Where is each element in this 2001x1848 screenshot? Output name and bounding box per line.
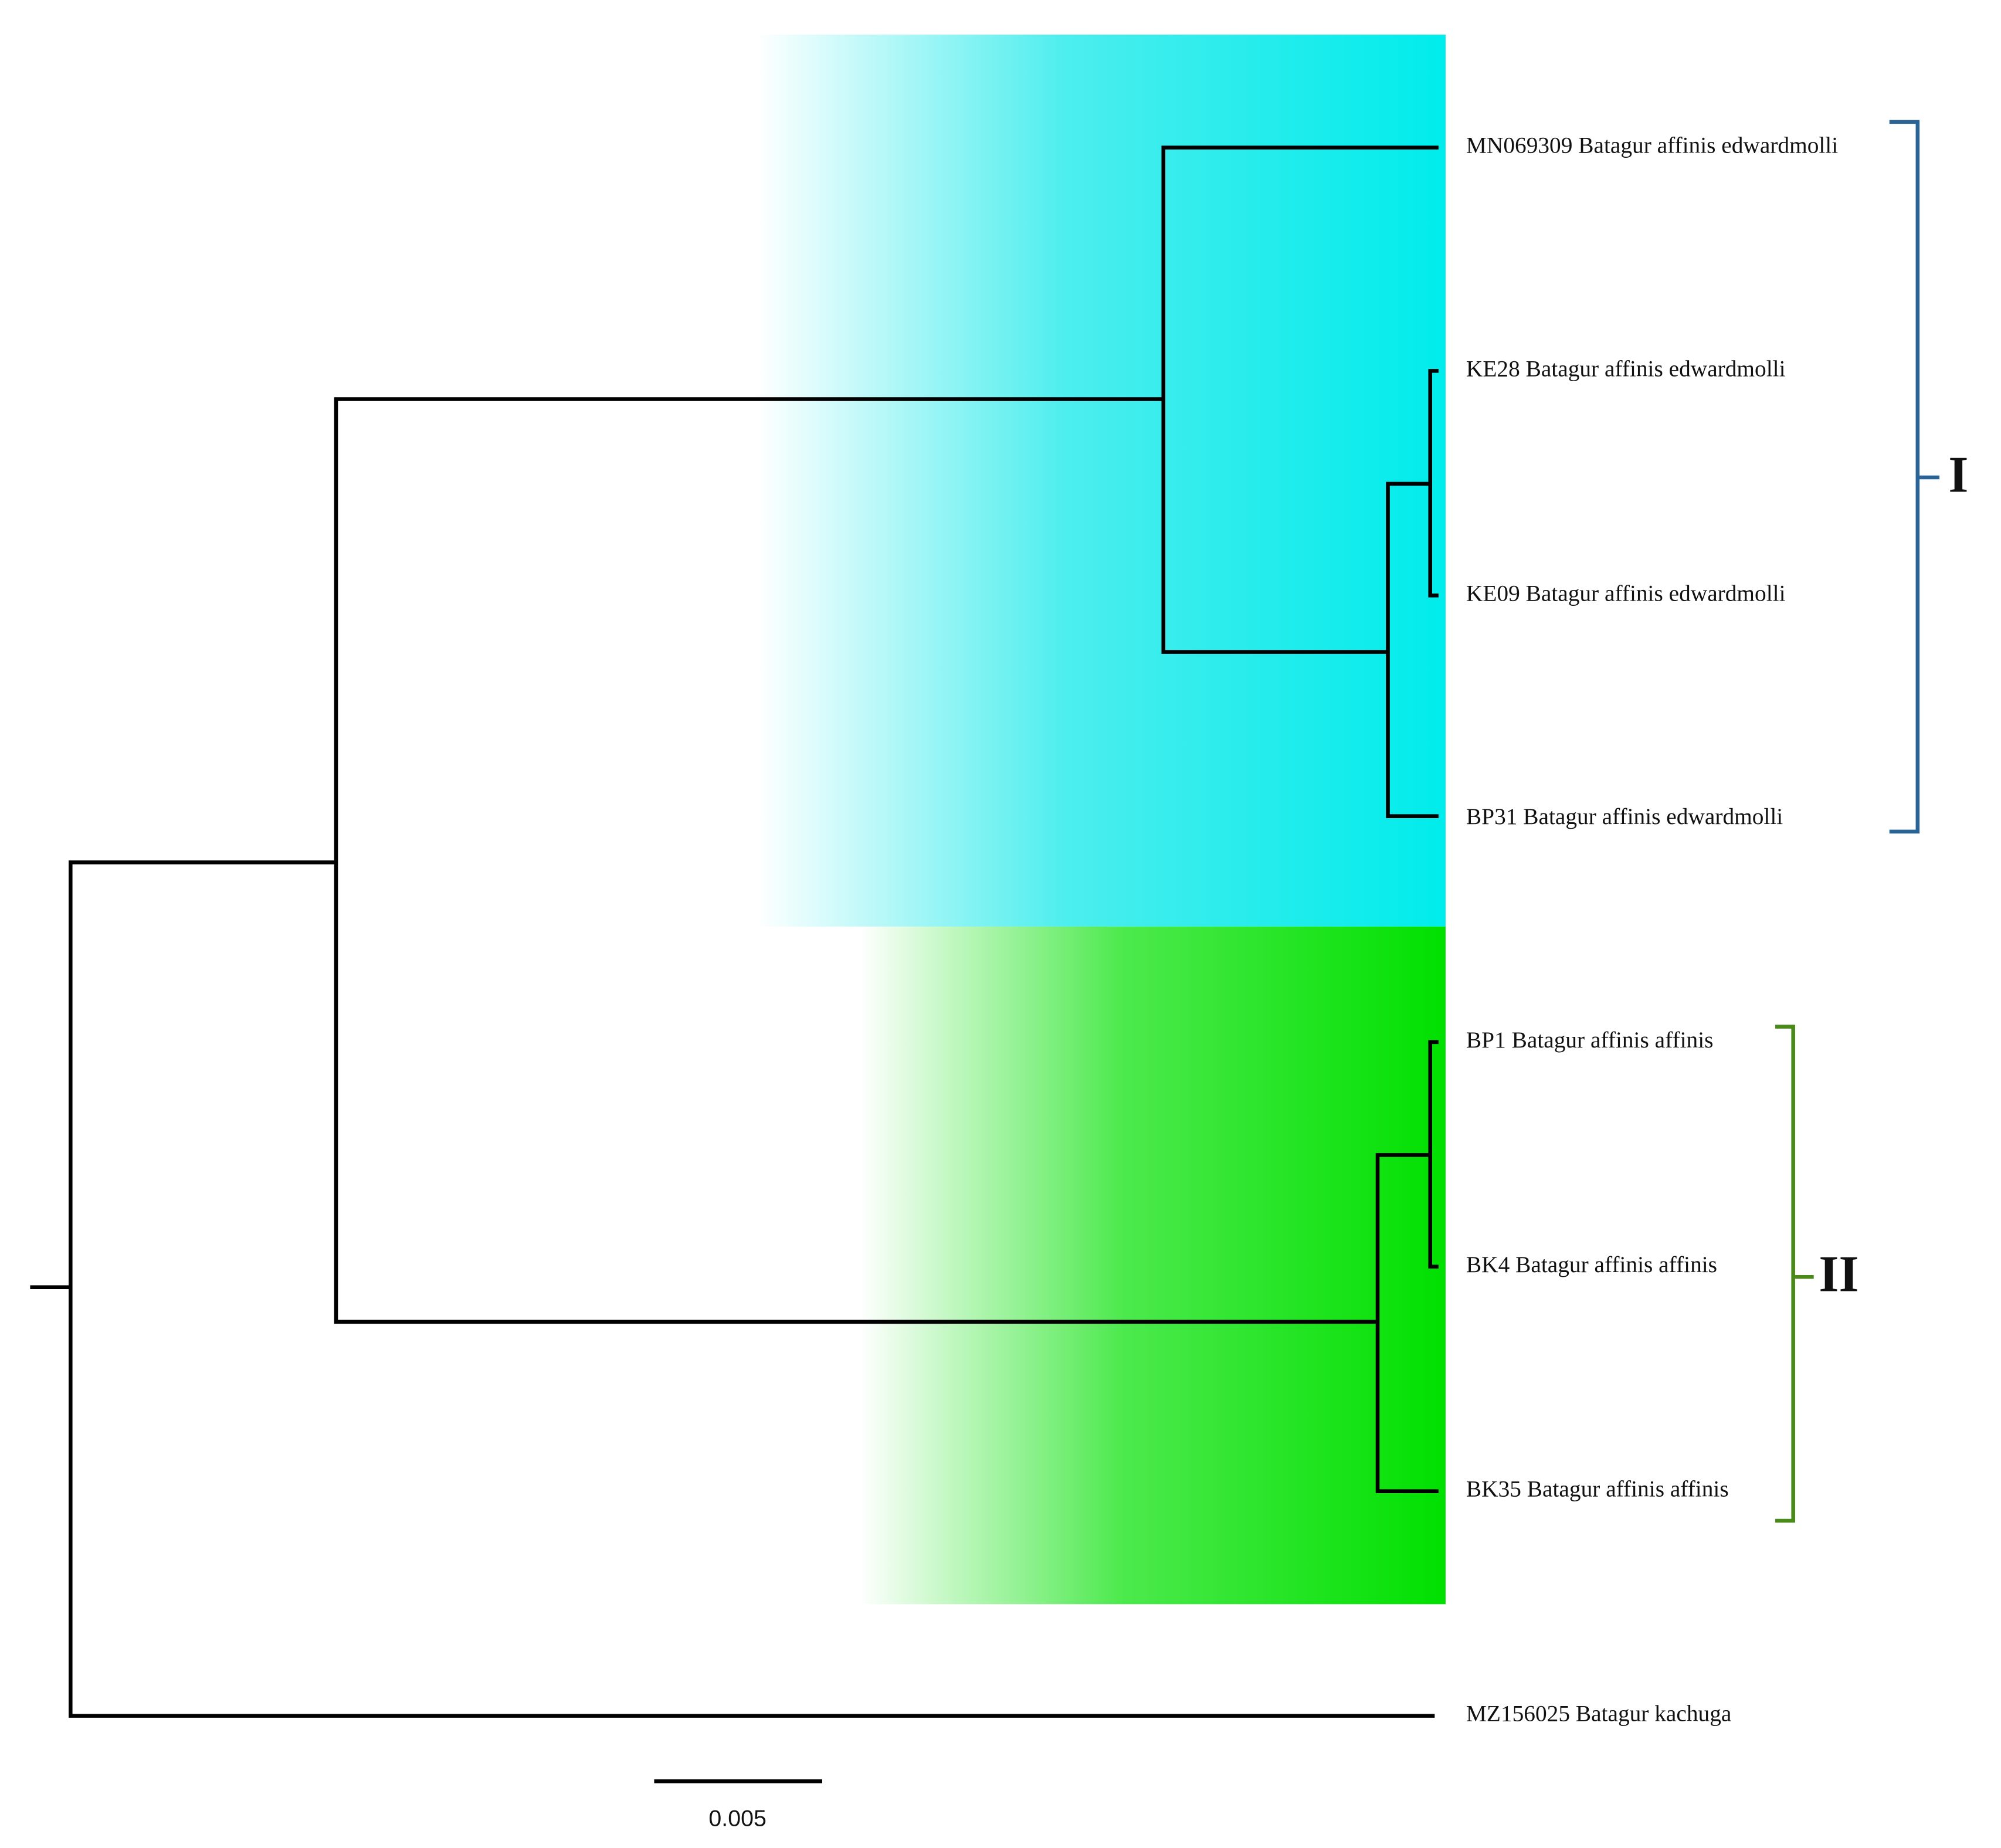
clade-label: II	[1819, 1246, 1858, 1303]
clade-bracket	[1889, 120, 1940, 834]
leaf-label: KE28 Batagur affinis edwardmolli	[1466, 355, 1786, 381]
leaf-label: BP31 Batagur affinis edwardmolli	[1466, 803, 1783, 829]
leaf-label: MN069309 Batagur affinis edwardmolli	[1466, 133, 1838, 158]
leaf-label: KE09 Batagur affinis edwardmolli	[1466, 580, 1786, 606]
clade-bracket	[1775, 1025, 1814, 1523]
branch	[30, 145, 1439, 1718]
clade-label: I	[1948, 446, 1968, 503]
leaf-label: BP1 Batagur affinis affinis	[1466, 1027, 1714, 1053]
leaf-label: BK35 Batagur affinis affinis	[1466, 1476, 1729, 1502]
clade-highlight	[757, 35, 1446, 927]
scale-label: 0.005	[708, 1805, 766, 1831]
tree-branches	[30, 145, 1439, 1718]
clade-highlight	[859, 926, 1446, 1605]
leaf-label: BK4 Batagur affinis affinis	[1466, 1252, 1717, 1277]
leaf-label: MZ156025 Batagur kachuga	[1466, 1701, 1731, 1727]
